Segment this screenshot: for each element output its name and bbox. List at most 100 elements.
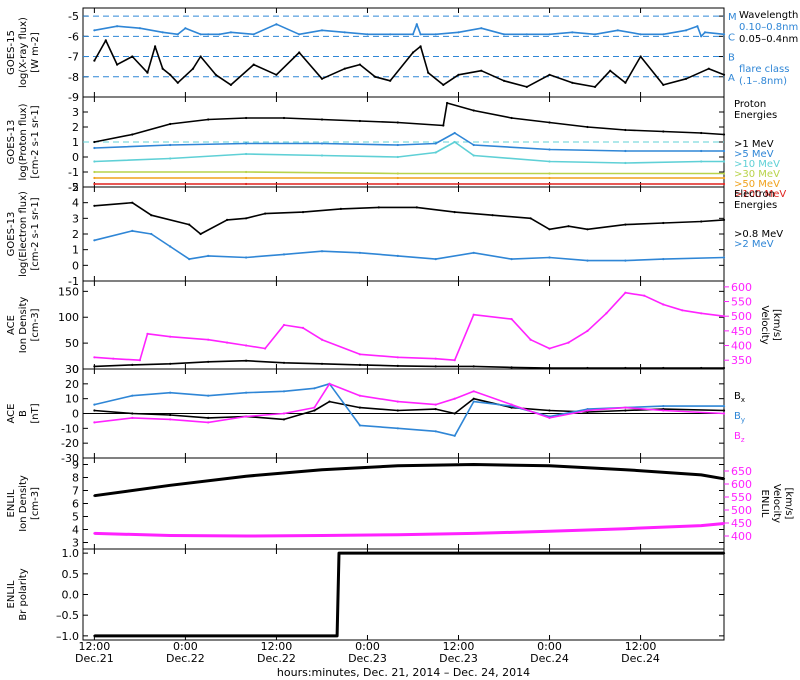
data-point xyxy=(282,361,286,364)
data-point xyxy=(453,397,456,400)
data-point xyxy=(609,69,612,72)
data-point xyxy=(176,81,179,84)
x-tick-date-label: Dec.24 xyxy=(621,652,660,665)
data-point xyxy=(313,406,316,409)
data-point xyxy=(93,532,96,535)
data-point xyxy=(700,524,703,527)
data-point xyxy=(548,464,551,467)
legend-entry: Bx xyxy=(734,391,745,404)
data-point xyxy=(548,228,551,231)
y-tick-label: 0 xyxy=(72,151,79,164)
y-right-tick-label: 500 xyxy=(731,504,752,517)
y-tick-label: 150 xyxy=(58,285,79,298)
data-point xyxy=(339,207,342,210)
data-point xyxy=(320,534,324,537)
flare-class-label: B xyxy=(728,53,735,64)
data-point xyxy=(548,121,551,124)
y-axis-label: [cm-2 s-1 sr-1] xyxy=(30,105,41,178)
legend-entry: (.1–.8nm) xyxy=(739,76,787,87)
data-point xyxy=(396,254,399,257)
data-point xyxy=(525,85,528,88)
data-point xyxy=(722,172,726,175)
data-point xyxy=(457,73,460,76)
data-point xyxy=(722,73,726,76)
data-point xyxy=(624,291,627,294)
legend-entry: >2 MeV xyxy=(734,239,774,250)
data-point xyxy=(453,434,456,437)
y-axis-label: [cm-3] xyxy=(30,487,41,520)
data-point xyxy=(722,133,726,136)
y-tick-label: 30 xyxy=(65,363,79,376)
data-point xyxy=(396,121,399,124)
y-axis-label: GOES-15 xyxy=(6,30,17,75)
data-point xyxy=(169,484,172,487)
data-point xyxy=(191,67,195,70)
data-point xyxy=(328,382,331,385)
data-point xyxy=(320,29,324,32)
data-point xyxy=(700,160,703,163)
legend-entry: By xyxy=(734,411,745,424)
data-point xyxy=(320,118,324,121)
x-tick-time-label: 12:00 xyxy=(79,640,111,653)
data-point xyxy=(93,403,96,406)
data-point xyxy=(245,152,248,156)
y-tick-label: 1.0 xyxy=(62,547,80,560)
data-point xyxy=(396,427,399,430)
y-tick-label: 0.0 xyxy=(62,589,80,602)
x-tick-date-label: Dec.22 xyxy=(166,652,205,665)
legend-entry: >5 MeV xyxy=(734,149,774,160)
data-point xyxy=(434,430,437,433)
data-point xyxy=(472,463,475,466)
data-point xyxy=(396,364,399,367)
y-tick-label: -5 xyxy=(68,10,79,23)
data-point xyxy=(150,232,153,236)
data-point xyxy=(377,206,380,209)
data-point xyxy=(207,118,210,121)
y-axis-label: ACE xyxy=(6,404,17,424)
data-point xyxy=(169,335,172,338)
data-point xyxy=(229,31,232,34)
data-point xyxy=(624,223,627,226)
series-line-ion-density xyxy=(94,463,725,498)
data-point xyxy=(320,338,324,341)
data-point xyxy=(472,532,475,535)
data-point xyxy=(624,259,627,262)
y-tick-label: -2 xyxy=(68,181,79,194)
data-point xyxy=(214,73,217,76)
data-point xyxy=(472,251,475,254)
y-tick-label: -30 xyxy=(61,452,79,465)
data-point xyxy=(146,71,149,74)
data-point xyxy=(722,149,726,153)
data-point xyxy=(245,256,248,259)
y-tick-label: 2 xyxy=(72,228,79,241)
data-point xyxy=(700,149,703,153)
data-point xyxy=(605,312,608,315)
data-point xyxy=(199,232,202,236)
y-right-axis-label: [km/s] xyxy=(783,488,794,520)
data-point xyxy=(282,116,286,120)
data-point xyxy=(411,33,415,36)
data-point xyxy=(93,409,96,412)
data-point xyxy=(548,148,551,151)
x-tick-date-label: Dec.24 xyxy=(530,652,569,665)
data-point xyxy=(245,182,248,186)
data-point xyxy=(116,63,119,66)
y-axis-label: log(Electron flux) xyxy=(18,191,29,277)
legend-entry: Proton xyxy=(734,99,766,110)
y-axis-label: [W m-2] xyxy=(30,32,41,73)
legend-entry: >1 MeV xyxy=(734,139,774,150)
legend-entry: 0.05–0.4nm xyxy=(739,34,798,45)
series-line-0-10-0-8nm xyxy=(94,23,725,38)
data-point xyxy=(320,250,324,253)
data-point xyxy=(343,31,346,34)
y-tick-label: -1 xyxy=(68,275,79,288)
y-tick-label: 5 xyxy=(72,181,79,194)
data-point xyxy=(586,409,589,412)
series-line-0-05-0-4nm xyxy=(93,39,725,88)
data-point xyxy=(510,366,513,369)
data-point xyxy=(93,182,96,186)
data-point xyxy=(282,323,286,327)
data-point xyxy=(207,338,210,341)
x-tick-date-label: Dec.22 xyxy=(257,652,296,665)
panel-1: -9 -8 -7 -6 -5 GOES-15 log(X-ray flux) [W m-2] M… xyxy=(6,7,798,104)
